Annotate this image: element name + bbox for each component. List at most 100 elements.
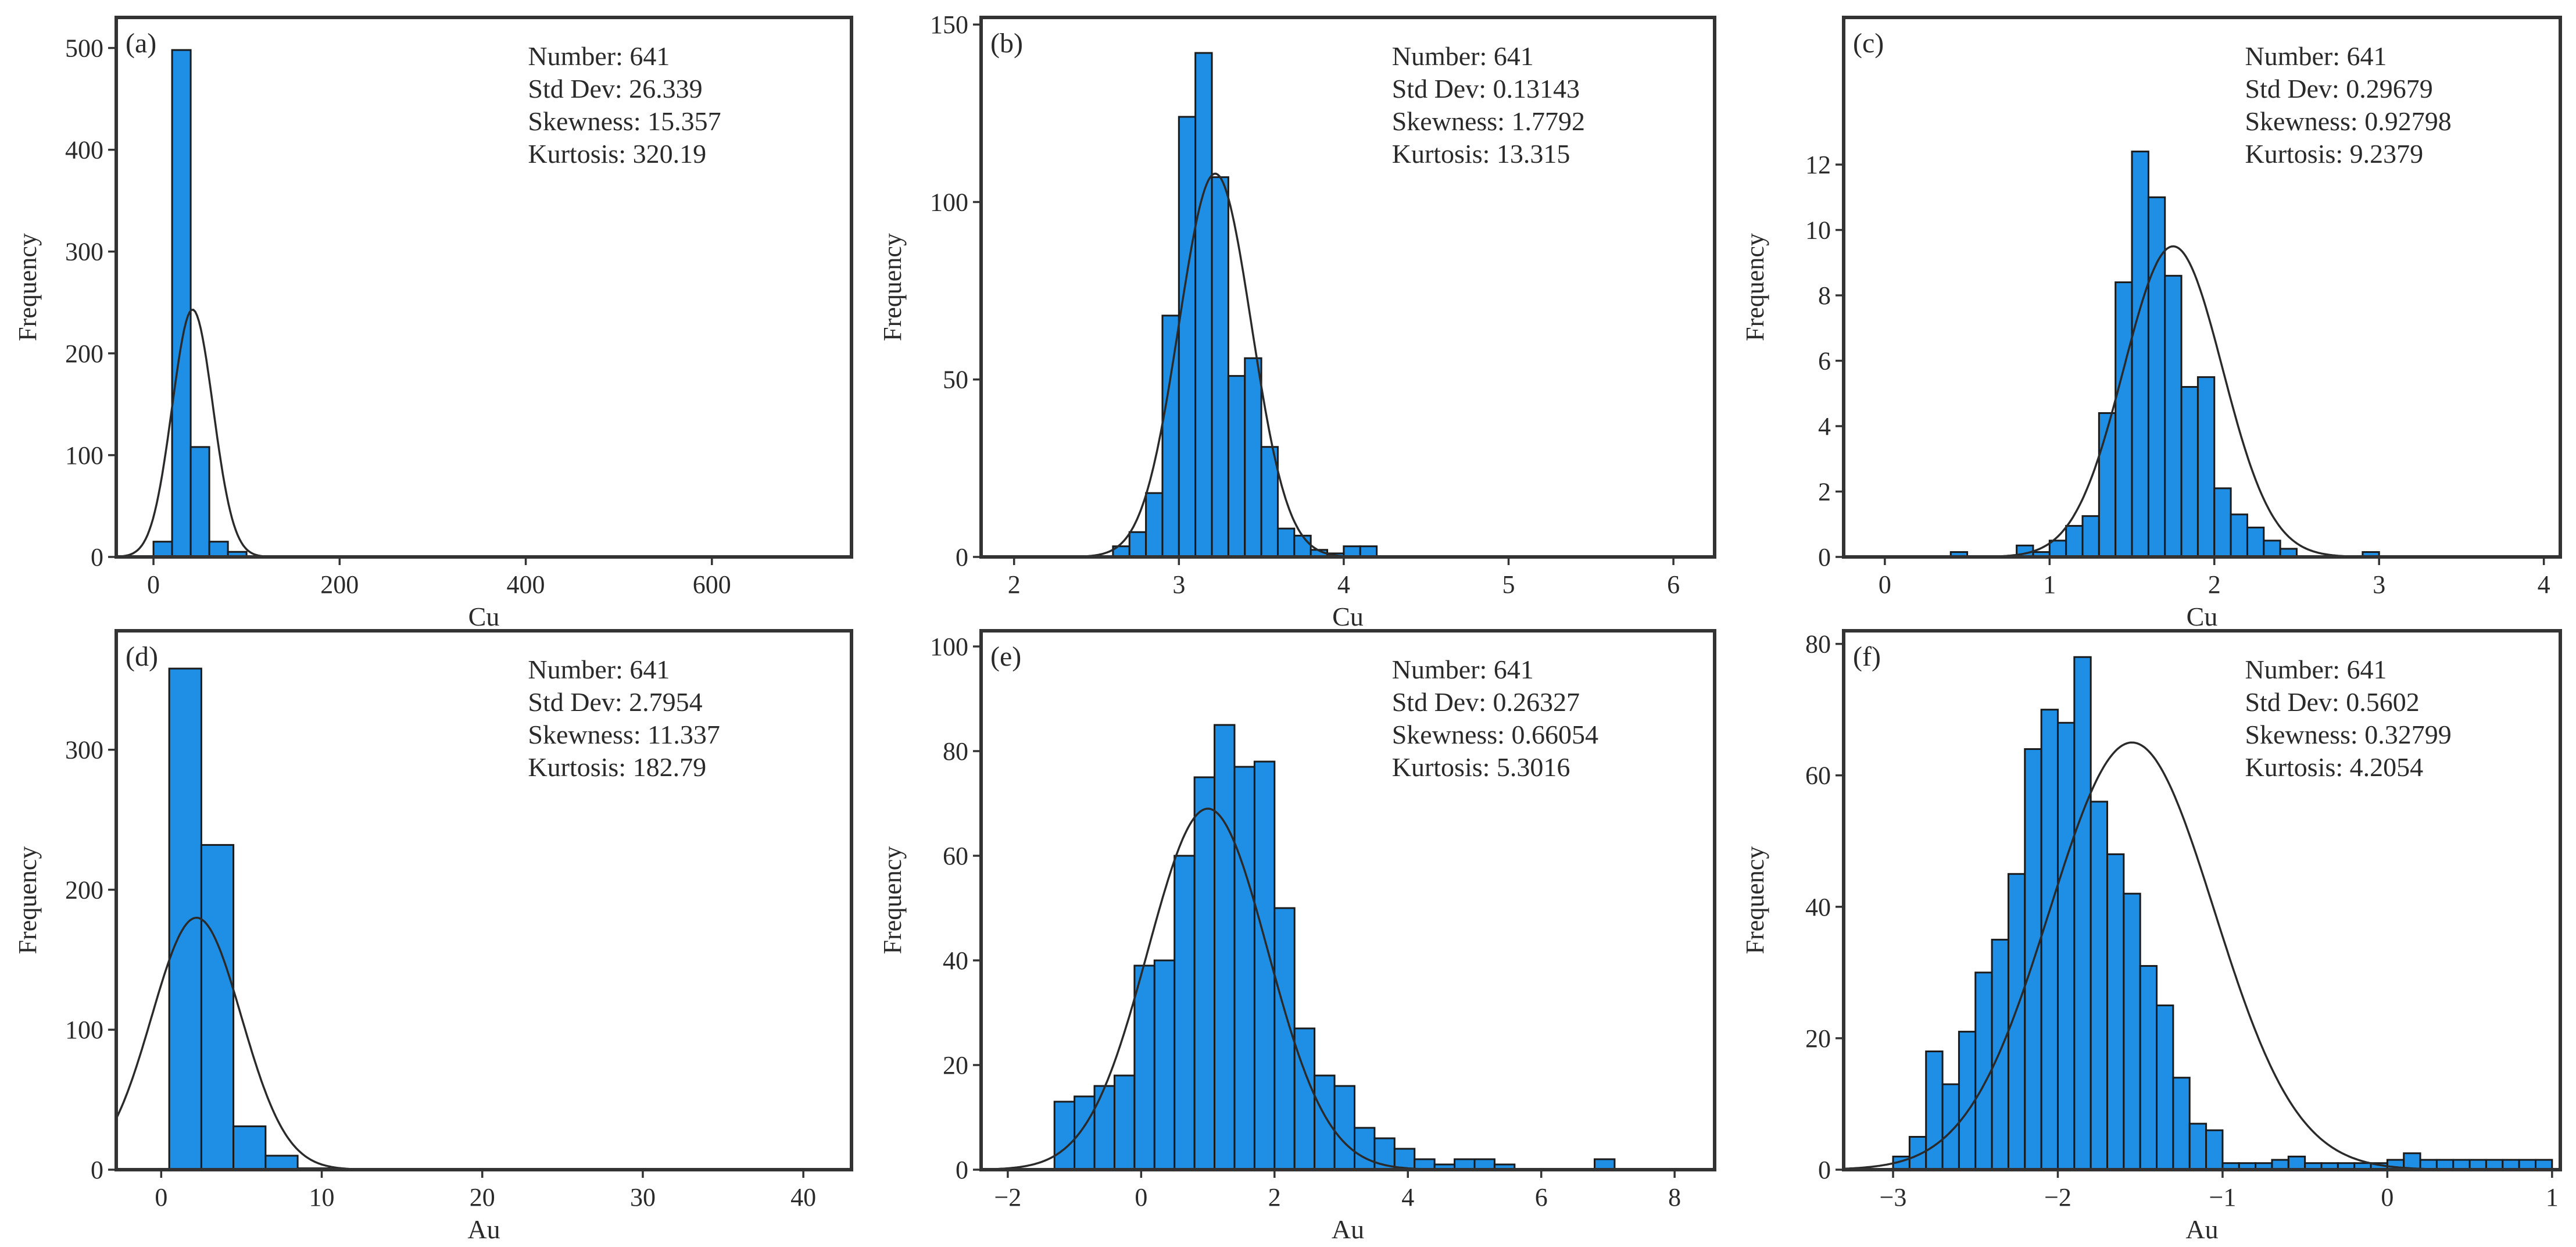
y-tick-label: 0 xyxy=(956,1156,968,1184)
x-tick-label: 1 xyxy=(2546,1183,2559,1212)
histogram-bar xyxy=(1276,527,1296,558)
x-axis-label: Cu xyxy=(2187,602,2218,631)
y-tick-label: 60 xyxy=(1805,762,1831,790)
x-tick-label: 4 xyxy=(1337,570,1350,599)
x-tick-label: 2 xyxy=(1008,570,1021,599)
y-tick-label: 400 xyxy=(65,136,103,165)
plot-frame xyxy=(115,629,853,1171)
x-tick-label: 0 xyxy=(1135,1183,1147,1212)
histogram-bar xyxy=(1273,907,1296,1171)
stats-line: Std Dev: 0.5602 xyxy=(2245,687,2419,717)
x-tick-label: 0 xyxy=(1879,570,1891,599)
y-tick-label: 4 xyxy=(1818,412,1831,441)
histogram-bar xyxy=(1260,446,1279,558)
histogram-bar xyxy=(200,844,235,1171)
x-tick-label: −3 xyxy=(1880,1183,1907,1212)
stats-line: Number: 641 xyxy=(2245,655,2387,684)
x-tick-label: 10 xyxy=(309,1183,335,1212)
stats-line: Std Dev: 26.339 xyxy=(528,74,702,103)
y-tick-label: 80 xyxy=(943,737,968,766)
stats-line: Kurtosis: 4.2054 xyxy=(2245,752,2423,782)
x-tick-label: 4 xyxy=(2538,570,2550,599)
histogram-bar xyxy=(2090,801,2109,1171)
histogram-bar xyxy=(1178,116,1197,558)
stats-line: Kurtosis: 13.315 xyxy=(1392,139,1570,169)
histogram-bar xyxy=(2040,709,2059,1171)
histogram-bar xyxy=(1173,855,1196,1171)
stats-line: Number: 641 xyxy=(1392,41,1534,71)
histogram-bar xyxy=(2196,376,2216,558)
histogram-bar xyxy=(171,49,192,558)
stats-line: Number: 641 xyxy=(528,655,670,684)
histogram-bar xyxy=(1991,938,2009,1171)
histogram-bar xyxy=(1293,534,1312,558)
histogram-bar xyxy=(2156,1004,2174,1171)
x-tick-label: −2 xyxy=(2044,1183,2071,1212)
y-axis-label: Frequency xyxy=(1741,233,1769,341)
histogram-bar xyxy=(1193,776,1216,1171)
y-tick-label: 200 xyxy=(65,876,103,904)
stats-line: Skewness: 0.66054 xyxy=(1392,720,1598,749)
y-tick-label: 6 xyxy=(1818,347,1831,376)
histogram-bar xyxy=(1958,1031,1977,1171)
y-axis-label: Frequency xyxy=(13,233,42,341)
histogram-bar xyxy=(2056,721,2076,1171)
y-tick-label: 200 xyxy=(65,340,103,368)
y-tick-label: 50 xyxy=(943,366,968,394)
histogram-bar xyxy=(2213,487,2232,558)
plot-frame xyxy=(979,629,1716,1171)
histogram-bar xyxy=(189,446,210,558)
y-tick-label: 100 xyxy=(930,188,968,216)
histogram-bar xyxy=(1333,1085,1355,1171)
histogram-bar xyxy=(2263,539,2281,558)
stats-line: Skewness: 1.7792 xyxy=(1392,106,1585,136)
x-tick-label: 6 xyxy=(1667,570,1680,599)
x-tick-label: 6 xyxy=(1535,1183,1548,1212)
x-axis-label: Au xyxy=(2185,1214,2218,1244)
y-tick-label: 150 xyxy=(930,10,968,39)
y-tick-label: 12 xyxy=(1805,151,1831,179)
y-tick-label: 60 xyxy=(943,842,968,870)
histogram-bar xyxy=(1227,375,1246,558)
histogram-bar xyxy=(2098,412,2117,558)
histogram-bar xyxy=(208,541,229,558)
x-axis-label: Au xyxy=(467,1214,500,1244)
x-tick-label: 1 xyxy=(2043,570,2056,599)
stats-line: Skewness: 11.337 xyxy=(528,720,720,749)
y-tick-label: 8 xyxy=(1818,281,1831,310)
histogram-bar xyxy=(1925,1051,1944,1171)
x-axis-label: Cu xyxy=(1332,602,1364,631)
x-tick-label: 3 xyxy=(2373,570,2385,599)
plot-frame xyxy=(1842,629,2562,1171)
stats-line: Number: 641 xyxy=(2245,41,2387,71)
x-tick-label: −1 xyxy=(2209,1183,2237,1212)
stats-line: Number: 641 xyxy=(528,41,670,71)
x-tick-label: 200 xyxy=(320,570,359,599)
y-tick-label: 40 xyxy=(943,946,968,975)
x-axis-label: Cu xyxy=(468,602,500,631)
histogram-bar xyxy=(264,1155,299,1171)
y-tick-label: 100 xyxy=(65,1016,103,1044)
y-tick-label: 20 xyxy=(1805,1024,1831,1053)
y-tick-label: 20 xyxy=(943,1051,968,1080)
x-tick-label: 400 xyxy=(507,570,545,599)
panel-label: (e) xyxy=(990,641,1021,672)
y-tick-label: 0 xyxy=(91,1156,103,1184)
y-tick-label: 0 xyxy=(1818,1156,1831,1184)
histogram-bar xyxy=(2287,1155,2306,1171)
plot-frame xyxy=(115,16,853,559)
histogram-bar xyxy=(2115,281,2133,558)
histogram-bar xyxy=(2081,515,2100,558)
histogram-bar xyxy=(2147,196,2166,558)
histogram-bar xyxy=(2246,526,2265,558)
panel-label: (c) xyxy=(1853,28,1884,59)
normal-fit-curve xyxy=(981,172,1715,558)
stats-line: Skewness: 0.92798 xyxy=(2245,106,2451,136)
histogram-bar xyxy=(1233,766,1255,1171)
histogram-bar xyxy=(2180,386,2199,558)
histogram-bar xyxy=(2048,539,2067,558)
stats-line: Skewness: 0.32799 xyxy=(2245,720,2451,749)
